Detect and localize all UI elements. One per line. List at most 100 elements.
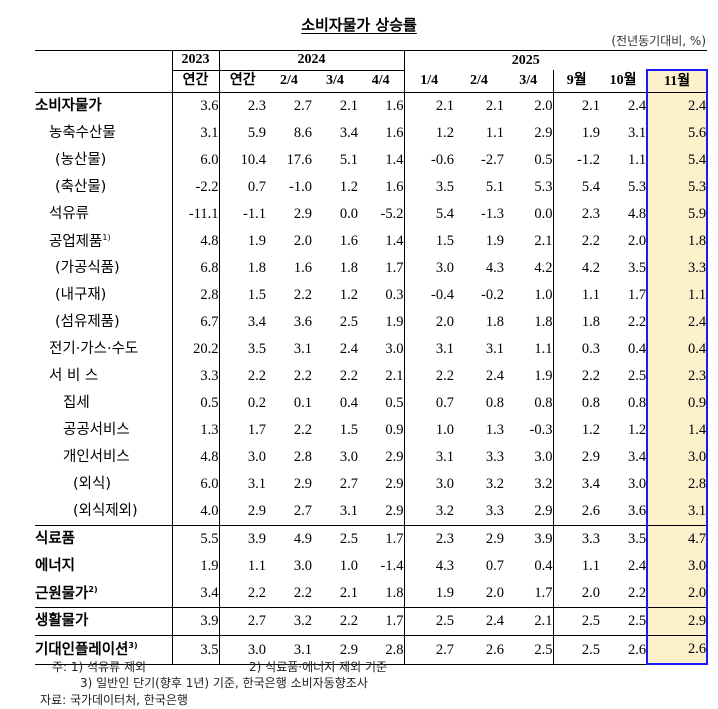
table-row: 농축수산물 3.1 5.9 8.6 3.4 1.6 1.2 1.1 2.9 1.9 3.1 5.6	[35, 120, 709, 147]
cell-value: 1.8	[534, 314, 553, 331]
row-label: (외식제외)	[35, 498, 172, 526]
cell-value: 3.1	[403, 336, 454, 363]
row-label-text: (섬유제품)	[55, 314, 120, 331]
cell-value: 2.9	[385, 503, 404, 520]
header-period: 1/4	[403, 70, 454, 93]
cell-value: 3.0	[403, 255, 454, 282]
cell-value: 3.0	[218, 444, 266, 471]
cell-value: 1.4	[385, 152, 404, 169]
cell-value-highlighted: 2.0	[646, 580, 709, 608]
cell-value: 3.4	[218, 309, 266, 336]
row-label: (축산물)	[35, 174, 172, 201]
cell-value: 2.4	[627, 98, 647, 115]
cell-value: 2.2	[552, 363, 600, 390]
cell-value: 0.5	[171, 390, 219, 417]
cell-value: 3.2	[534, 476, 553, 493]
cell-value: -0.3	[529, 422, 553, 439]
cell-value: 0.8	[485, 395, 504, 412]
table-row: (가공식품) 6.8 1.8 1.6 1.8 1.7 3.0 4.3 4.2 4.2 3.5 3.3	[35, 255, 709, 282]
cell-value: -1.2	[552, 147, 600, 174]
header-period: 9월	[552, 70, 600, 93]
cell-value: 1.5	[403, 228, 454, 255]
footnote-3: 3) 일반인 단기(향후 1년) 기준, 한국은행 소비자동향조사	[80, 676, 368, 690]
cell-value: 3.6	[293, 314, 312, 331]
cell-value: 1.1	[534, 341, 553, 358]
cell-value: 3.5	[218, 336, 266, 363]
row-label: 기대인플레이션3)	[35, 635, 172, 665]
cell-value: 3.2	[485, 476, 504, 493]
footnote-marker: 2)	[88, 584, 98, 594]
table-row: 전기·가스·수도 20.2 3.5 3.1 2.4 3.0 3.1 3.1 1.1 0.3 0.4 0…	[35, 336, 709, 363]
table-row: 공공서비스 1.3 1.7 2.2 1.5 0.9 1.0 1.3 -0.3 1.2 1.2 1.4	[35, 417, 709, 444]
cell-value: 1.4	[385, 233, 404, 250]
cell-value: 0.3	[385, 287, 404, 304]
cell-value: 2.2	[312, 607, 358, 636]
cell-value-highlighted: 3.1	[646, 498, 709, 526]
cell-value: 1.3	[171, 417, 219, 444]
cell-value: 2.2	[293, 422, 312, 439]
cell-value-highlighted: 2.6	[646, 635, 709, 665]
cell-value: 1.2	[403, 120, 454, 147]
cell-value: 2.2	[218, 363, 266, 390]
cell-value: 0.4	[627, 341, 647, 358]
cell-value-highlighted: 2.4	[646, 92, 709, 120]
cell-value: 1.2	[552, 417, 600, 444]
table-body: 소비자물가 3.6 2.3 2.7 2.1 1.6 2.1 2.1 2.0 2.1 2.4 2.4 농축…	[35, 92, 709, 665]
cell-value-highlighted: 2.9	[646, 607, 709, 636]
row-label: 공업제품1)	[35, 228, 172, 255]
cell-value: 4.8	[171, 228, 219, 255]
header-year-2024: 2024	[218, 50, 404, 71]
cell-value: 3.4	[627, 449, 647, 466]
table-row: 서 비 스 3.3 2.2 2.2 2.2 2.1 2.2 2.4 1.9 2.2 2.5 2.3	[35, 363, 709, 390]
cell-value: 1.6	[385, 179, 404, 196]
table-title: 소비자물가 상승률	[0, 14, 718, 35]
cell-value: 2.5	[312, 525, 358, 553]
cell-value-highlighted: 3.3	[646, 255, 709, 282]
cell-value: 2.7	[218, 607, 266, 636]
cell-value: 3.0	[385, 341, 404, 358]
cell-value-highlighted: 0.4	[646, 336, 709, 363]
cell-value: 1.7	[218, 417, 266, 444]
cell-value: 2.0	[534, 98, 553, 115]
cell-value: 3.0	[627, 476, 647, 493]
cell-value: 1.8	[385, 585, 404, 602]
cell-value: 2.4	[627, 558, 647, 575]
cell-value: 3.4	[552, 471, 600, 498]
cpi-table: 2023 2024 2025 연간 연간 2/4 3/4 4/4 1/4 2/4…	[35, 50, 709, 665]
cell-value: 1.7	[385, 260, 404, 277]
cell-value: 2.5	[339, 314, 358, 331]
cell-value: 6.8	[171, 255, 219, 282]
cell-value: 1.2	[627, 422, 647, 439]
cell-value: 2.9	[454, 525, 504, 553]
cell-value-highlighted: 3.0	[646, 444, 709, 471]
cell-value: 4.3	[485, 260, 504, 277]
cell-value: 2.0	[293, 233, 312, 250]
header-year-2023: 2023	[171, 50, 219, 71]
header-period: 10월	[600, 70, 648, 93]
header-period: 2/4	[454, 70, 504, 93]
cell-value: 2.2	[339, 368, 358, 385]
cell-value: 4.2	[534, 260, 553, 277]
cell-value: 5.1	[485, 179, 504, 196]
row-label-text: (외식)	[73, 476, 111, 493]
cell-value: 3.3	[552, 525, 600, 553]
cell-value: 0.1	[293, 395, 312, 412]
row-label-text: 집세	[63, 395, 90, 412]
cell-value: 1.6	[293, 260, 312, 277]
cell-value: 3.6	[171, 92, 219, 120]
cell-value: -1.1	[218, 201, 266, 228]
cell-value: 2.9	[534, 503, 553, 520]
cell-value: 20.2	[171, 336, 219, 363]
cell-value: 3.2	[266, 607, 312, 636]
cell-value: 4.8	[171, 444, 219, 471]
cell-value: 5.3	[627, 179, 647, 196]
cell-value: 1.0	[339, 558, 358, 575]
cell-value: 3.0	[218, 635, 266, 665]
unit-label: (전년동기대비, %)	[611, 34, 706, 48]
header-period: 3/4	[312, 70, 358, 93]
row-label-text: 식료품	[35, 531, 76, 548]
cell-value-highlighted: 5.9	[646, 201, 709, 228]
cell-value: 1.8	[552, 309, 600, 336]
cell-value: 2.1	[534, 233, 553, 250]
cell-value: 2.4	[339, 341, 358, 358]
